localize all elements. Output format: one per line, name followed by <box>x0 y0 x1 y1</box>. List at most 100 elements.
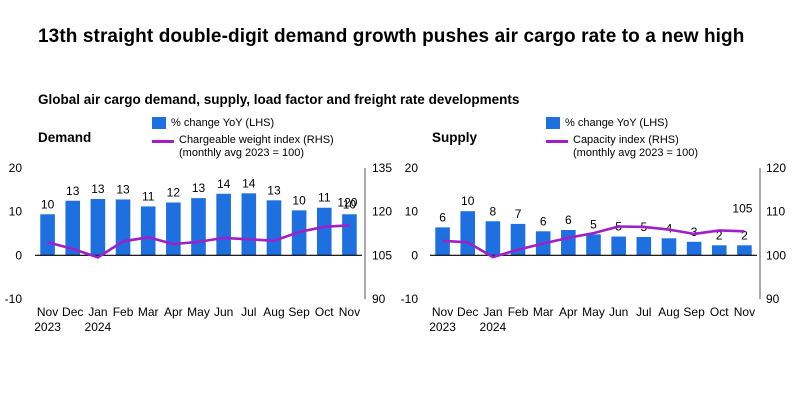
supply-bar-data-label: 4 <box>666 221 673 235</box>
demand-x-year-label: 2024 <box>85 320 112 334</box>
demand-right-tick-label: 135 <box>372 161 392 175</box>
supply-bar-data-label: 6 <box>540 214 547 228</box>
demand-x-year-label: 2023 <box>34 320 61 334</box>
page-headline: 13th straight double-digit demand growth… <box>38 26 745 47</box>
supply-bar-data-label: 7 <box>515 207 522 221</box>
supply-index-line <box>442 225 745 259</box>
demand-x-tick-label: Jan <box>88 305 107 319</box>
supply-left-tick-label: 20 <box>405 161 419 175</box>
supply-x-tick-label: Aug <box>658 305 679 319</box>
demand-bar-data-label: 11 <box>318 191 331 205</box>
demand-bar-data-label: 13 <box>91 182 105 196</box>
supply-x-tick-label: Nov <box>734 305 755 319</box>
supply-bar <box>661 238 677 256</box>
supply-bar <box>711 245 727 256</box>
supply-legend-bar-label: % change YoY (LHS) <box>565 117 669 129</box>
demand-bar-data-label: 13 <box>267 183 281 197</box>
demand-bar-data-label: 10 <box>41 197 55 211</box>
demand-right-tick-label: 105 <box>372 248 392 262</box>
demand-bar <box>115 199 131 256</box>
demand-bar <box>40 214 55 256</box>
demand-bar <box>65 200 81 256</box>
demand-bar <box>266 200 282 256</box>
demand-x-tick-label: Aug <box>263 305 284 319</box>
demand-index-end-label: 120 <box>337 195 357 209</box>
demand-left-tick-label: 10 <box>9 205 23 219</box>
demand-x-tick-label: Oct <box>315 305 334 319</box>
chart-subtitle: Global air cargo demand, supply, load fa… <box>38 92 520 107</box>
demand-bar <box>191 198 206 256</box>
supply-legend-line-swatch <box>546 140 568 143</box>
supply-panel-title: Supply <box>432 130 478 145</box>
supply-x-year-label: 2023 <box>429 320 456 334</box>
supply-bar <box>561 230 576 256</box>
supply-x-tick-label: May <box>582 305 605 319</box>
demand-legend-line-note: (monthly avg 2023 = 100) <box>179 147 305 159</box>
demand-legend-bar-swatch <box>152 117 166 129</box>
demand-bar-data-label: 10 <box>343 197 357 211</box>
supply-bar-data-label: 3 <box>691 225 698 239</box>
demand-bar-data-label: 10 <box>292 193 306 207</box>
demand-x-tick-label: May <box>187 305 210 319</box>
demand-legend-bar-entry: % change YoY (LHS) <box>152 117 334 134</box>
supply-x-tick-label: Oct <box>710 305 729 319</box>
demand-x-tick-label: Feb <box>113 305 134 319</box>
demand-bar <box>140 206 156 256</box>
supply-bar-data-label: 2 <box>741 228 748 242</box>
demand-x-tick-label: Nov <box>37 305 58 319</box>
supply-right-tick-label: 120 <box>766 161 786 175</box>
demand-bar <box>316 207 332 256</box>
demand-bar-data-label: 14 <box>217 177 231 191</box>
demand-bar-data-label: 12 <box>167 185 181 199</box>
demand-legend-bar-label: % change YoY (LHS) <box>171 117 275 129</box>
demand-bar <box>241 193 257 256</box>
demand-left-tick-label: 20 <box>9 161 23 175</box>
supply-left-tick-label: -10 <box>401 292 419 306</box>
supply-bar <box>460 211 476 256</box>
supply-legend-line-entry: Capacity index (RHS) (monthly avg 2023 =… <box>546 134 698 160</box>
supply-legend-line-label: Capacity index (RHS) <box>573 134 679 146</box>
demand-legend-line-entry: Chargeable weight index (RHS) (monthly a… <box>152 134 334 160</box>
demand-right-tick-label: 120 <box>372 205 392 219</box>
demand-bar-data-label: 13 <box>192 181 206 195</box>
supply-legend-bar-entry: % change YoY (LHS) <box>546 117 698 134</box>
supply-x-tick-label: Jul <box>636 305 651 319</box>
demand-x-tick-label: Dec <box>62 305 83 319</box>
demand-x-tick-label: Apr <box>164 305 183 319</box>
supply-x-tick-label: Jun <box>609 305 628 319</box>
supply-right-tick-label: 90 <box>766 292 780 306</box>
supply-left-tick-label: 10 <box>405 205 419 219</box>
supply-right-tick-label: 110 <box>766 205 785 219</box>
demand-bar <box>216 193 231 256</box>
demand-x-tick-label: Nov <box>339 305 360 319</box>
supply-x-tick-label: Jan <box>483 305 502 319</box>
demand-legend-line-label: Chargeable weight index (RHS) <box>179 134 334 146</box>
supply-legend-bar-swatch <box>546 117 560 129</box>
supply-bar-data-label: 5 <box>590 217 597 231</box>
supply-left-tick-label: 0 <box>411 248 418 262</box>
supply-legend: % change YoY (LHS) Capacity index (RHS) … <box>546 117 698 160</box>
demand-legend-line-swatch <box>152 140 174 143</box>
supply-x-tick-label: Sep <box>683 305 705 319</box>
supply-bar <box>586 234 601 256</box>
supply-bar-data-label: 6 <box>439 210 446 224</box>
supply-legend-line-note: (monthly avg 2023 = 100) <box>573 147 699 159</box>
demand-x-tick-label: Jul <box>241 305 256 319</box>
demand-x-tick-label: Mar <box>138 305 159 319</box>
supply-bar-data-label: 6 <box>565 213 572 227</box>
supply-bar-data-label: 8 <box>490 204 497 218</box>
demand-right-tick-label: 90 <box>372 292 386 306</box>
supply-x-tick-label: Feb <box>508 305 529 319</box>
supply-x-tick-label: Mar <box>533 305 554 319</box>
demand-bar-data-label: 11 <box>142 189 155 203</box>
demand-x-tick-label: Sep <box>288 305 310 319</box>
supply-right-tick-label: 100 <box>766 248 786 262</box>
demand-legend: % change YoY (LHS) Chargeable weight ind… <box>152 117 334 160</box>
demand-left-tick-label: 0 <box>15 248 22 262</box>
demand-bar-data-label: 13 <box>116 182 130 196</box>
demand-bar-data-label: 14 <box>242 176 256 190</box>
supply-bar-data-label: 2 <box>716 228 723 242</box>
demand-index-line <box>47 224 350 259</box>
demand-panel-title: Demand <box>38 130 92 145</box>
